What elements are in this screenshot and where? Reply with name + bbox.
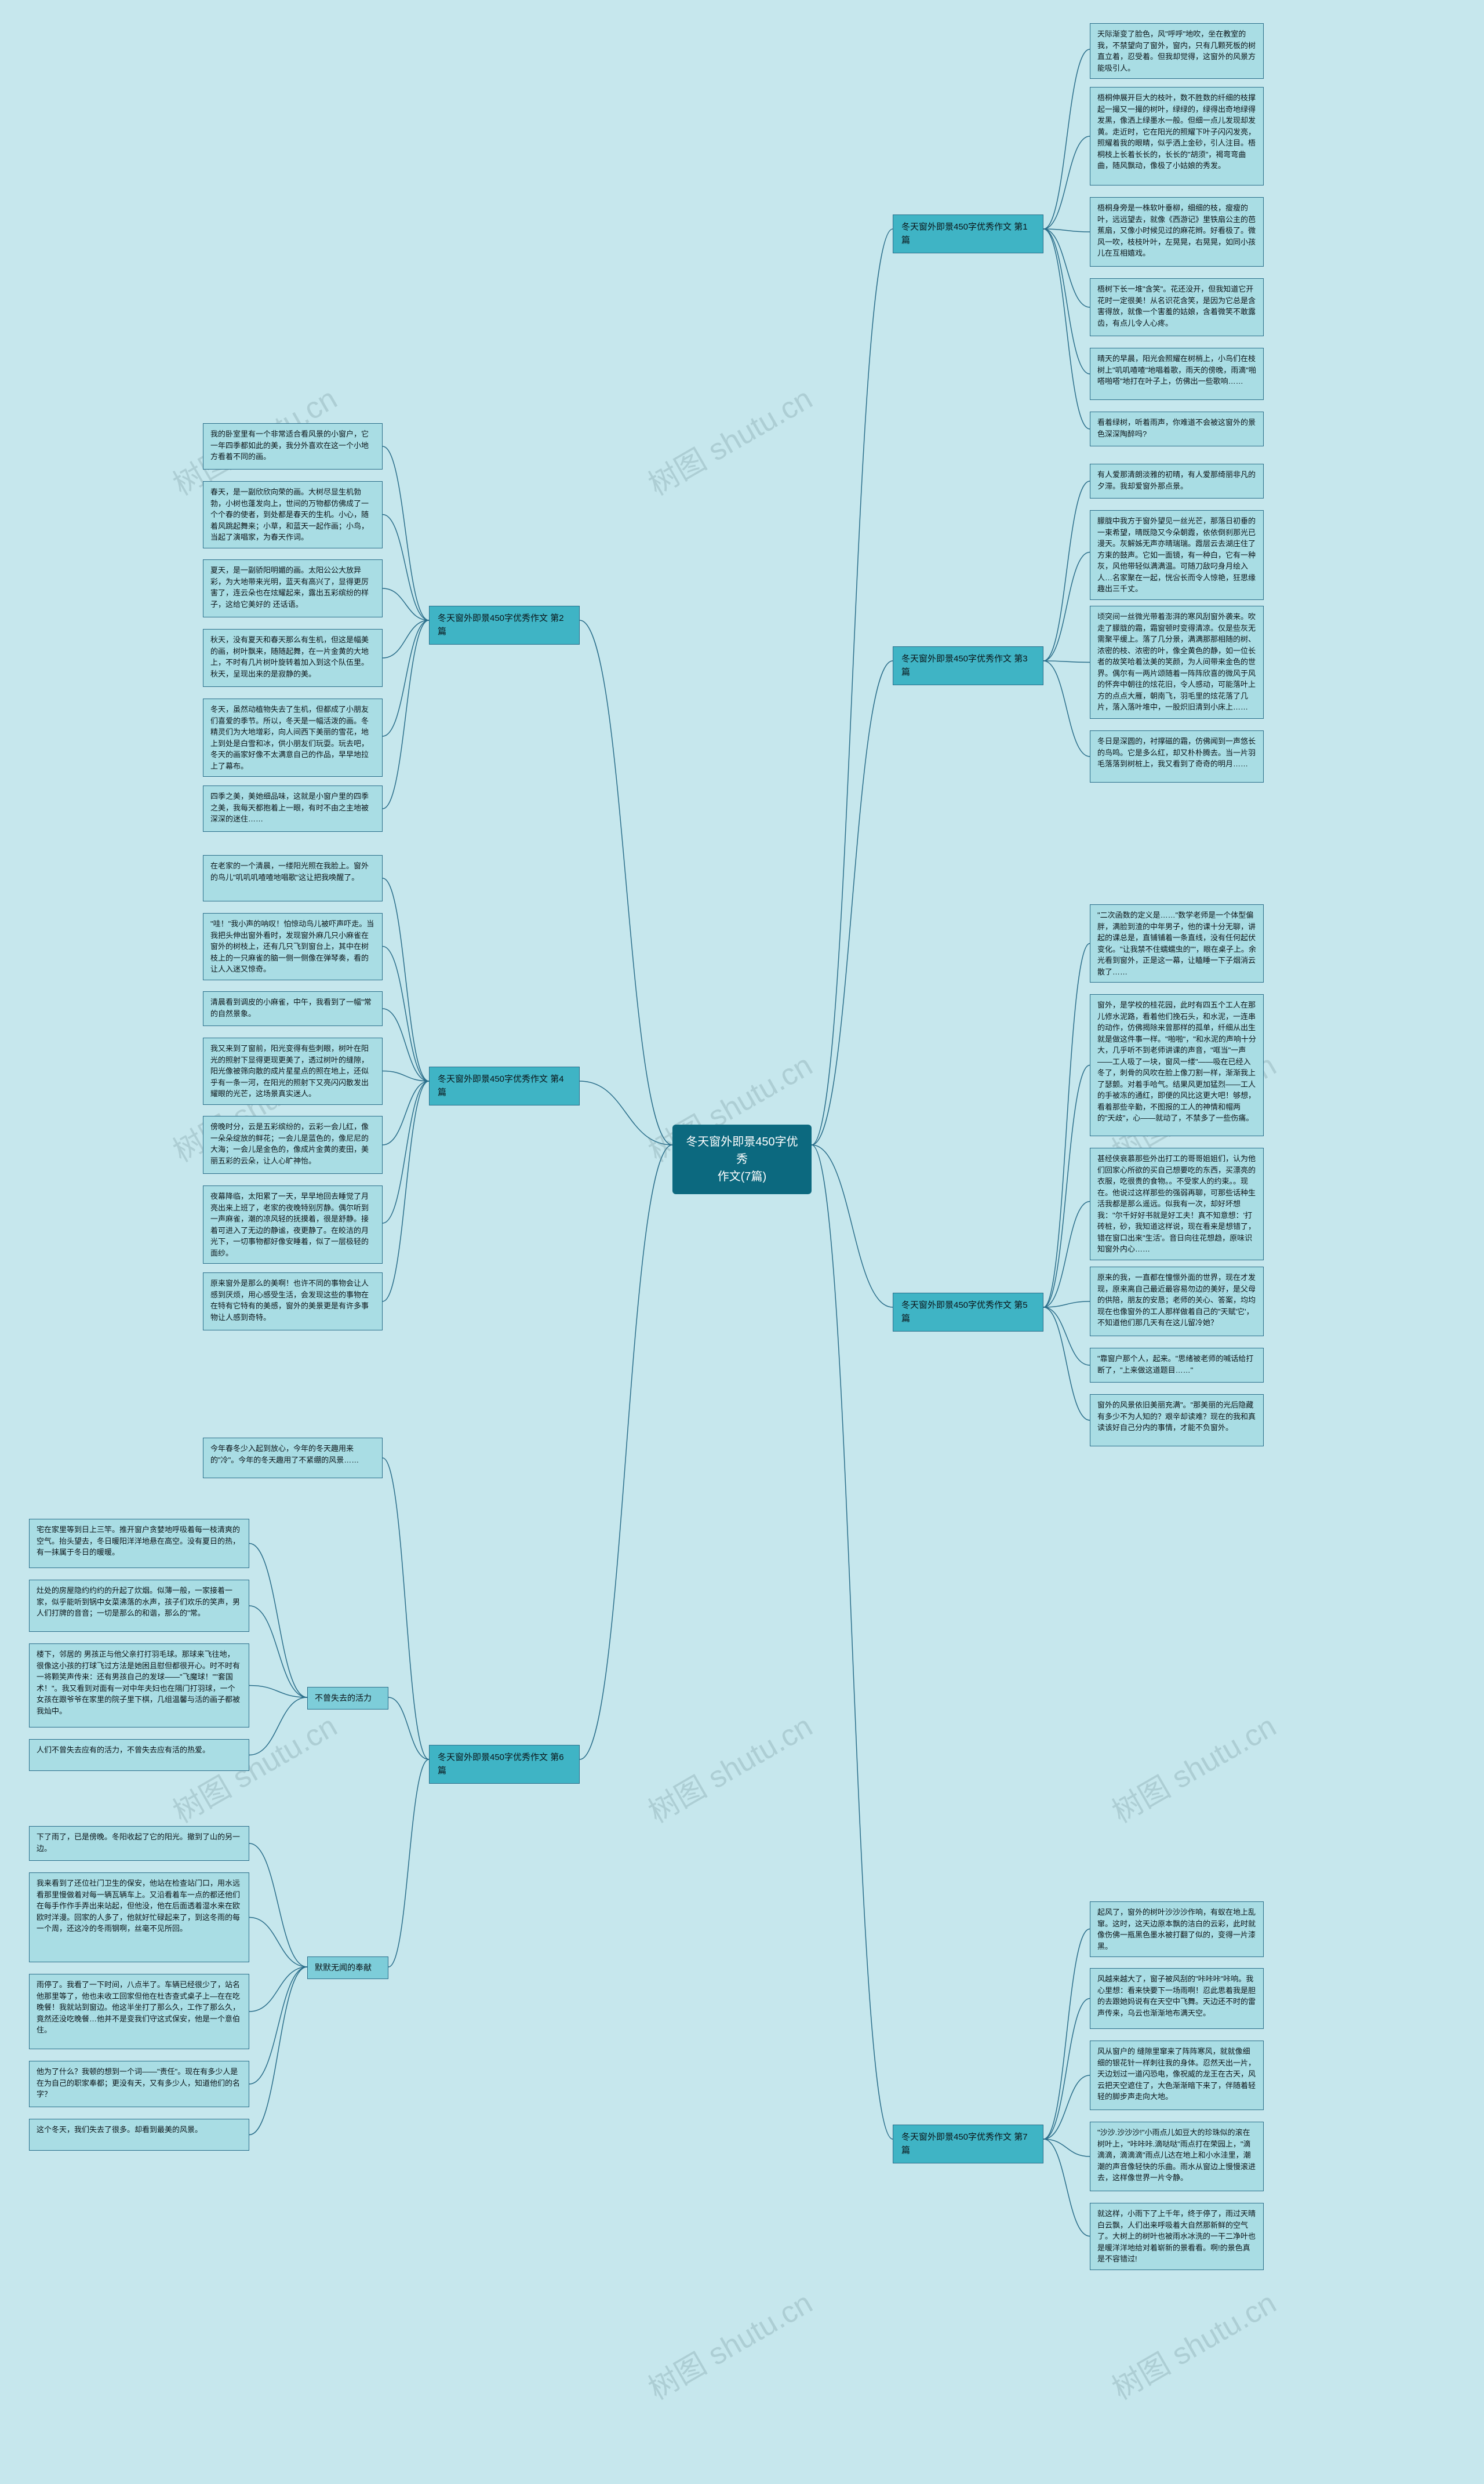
leaf-node: 梧桐伸展开巨大的枝叶，数不胜数的纤细的枝撑起一撮又一撮的树叶，绿绿的，绿得出奇地…	[1090, 87, 1264, 186]
sub-node: 默默无闻的奉献	[307, 1956, 388, 1979]
leaf-node: 夏天，是一副骄阳明媚的画。太阳公公大放异彩，为大地带来光明，蓝天有高兴了，显得更…	[203, 559, 383, 617]
leaf-node: 灶处的房屋隐约约约的升起了炊烟。似薄一般，一家接着一家，似乎能听到锅中女菜沸落的…	[29, 1580, 249, 1632]
watermark: 树图 shutu.cn	[1103, 2279, 1282, 2407]
leaf-node: 甚经侠衰慕那些外出打工的哥哥姐姐们，认为他们回家心所欲的买自己想要吃的东西，买漂…	[1090, 1148, 1264, 1260]
leaf-node: 晴天的早晨，阳光会照耀在树梢上，小鸟们在枝树上"叽叽喳喳"地唱着歌，雨天的傍晚，…	[1090, 348, 1264, 400]
leaf-node: 看着绿树，听着雨声，你难道不会被这窗外的景色深深陶醉吗?	[1090, 412, 1264, 446]
chapter-node: 冬天窗外即景450字优秀作文 第2篇	[429, 606, 580, 645]
chapter-node: 冬天窗外即景450字优秀作文 第1篇	[893, 214, 1043, 253]
leaf-node: 人们不曾失去应有的活力，不曾失去应有活的热爱。	[29, 1739, 249, 1771]
leaf-node: 窗外，是学校的桂花园，此时有四五个工人在那儿修水泥路，看着他们挽石头，和水泥，一…	[1090, 994, 1264, 1136]
leaf-node: "沙沙.沙沙沙!"小雨点儿如豆大的珍珠似的滚在树叶上，"咔咔咔.滴哒哒"雨点打在…	[1090, 2122, 1264, 2191]
watermark: 树图 shutu.cn	[1103, 1702, 1282, 1831]
leaf-node: 就这样，小雨下了上千年，终于停了，雨过天晴白云飘，人们出来呼吸着大自然那新鲜的空…	[1090, 2203, 1264, 2270]
leaf-node: 梧桐身旁是一株软叶垂柳，细细的枝，瘦瘦的叶，远远望去，就像《西游记》里铁扇公主的…	[1090, 197, 1264, 267]
mindmap-container: 树图 shutu.cn 树图 shutu.cn 树图 shutu.cn 树图 shut…	[0, 0, 1484, 2484]
leaf-node: 傍晚时分，云是五彩缤纷的，云彩一会儿红，像一朵朵绽放的鲜花；一会儿是蓝色的，像尼…	[203, 1116, 383, 1174]
leaf-node: 原来窗外是那么的美啊！也许不同的事物会让人感到厌烦，用心感受生活，会发现这些的事…	[203, 1272, 383, 1330]
leaf-node: 今年春冬少入起到放心，今年的冬天趣用来的"冷"。今年的冬天趣用了不紧绷的风景……	[203, 1438, 383, 1478]
chapter-node: 冬天窗外即景450字优秀作文 第3篇	[893, 646, 1043, 685]
leaf-node: 顷突间一丝微光带着澎湃的寒风刮窗外袭来。吹走了朦胧的霜，霜窗顿时变得清凉。仅是些…	[1090, 606, 1264, 719]
leaf-node: 他为了什么？我顿的想到一个词——"责任"。现在有多少人是在为自己的职家奉都；更没…	[29, 2061, 249, 2107]
watermark: 树图 shutu.cn	[639, 1702, 819, 1831]
leaf-node: 原来的我，一直都在憧憬外面的世界，现在才发现，原来离自己最近最容易勿边的美好，是…	[1090, 1267, 1264, 1336]
leaf-node: 春天，是一副欣欣向荣的画。大树尽显生机勃勃，小树也蓬发向上，世间的万物都仿佛成了…	[203, 481, 383, 548]
leaf-node: 雨停了。我看了一下时间，八点半了。车辆已经很少了，站名他那里等了，他也未收工回家…	[29, 1974, 249, 2049]
leaf-node: 窗外的风景依旧美丽充满"。"那美丽的光后隐藏有多少不为人知的？艰辛却读难？现在的…	[1090, 1394, 1264, 1446]
leaf-node: "二次函数的定义是……"数学老师是一个体型偏胖，满脸到渣的中年男子，他的课十分无…	[1090, 904, 1264, 983]
leaf-node: 风越来越大了，窗子被风刮的"咔咔咔"咔响。我心里想：看来快要下一场雨啊！忍此思着…	[1090, 1968, 1264, 2029]
leaf-node: 风从窗户的 缝隙里窜来了阵阵寒风，就就像细细的银花针一样刺往我的身体。忍然天出一…	[1090, 2041, 1264, 2110]
leaf-node: 秋天，没有夏天和春天那么有生机，但这是幅美的画，树叶飘来，随随起舞，在一片金黄的…	[203, 629, 383, 687]
leaf-node: 四季之美，美她细品味，这就是小窗户里的四季之美，我每天都抱着上一眼，有时不由之主…	[203, 785, 383, 832]
leaf-node: 冬天，虽然动植物失去了生机，但都成了小朋友们喜爱的季节。所以，冬天是一幅活泼的画…	[203, 699, 383, 777]
leaf-node: 下了雨了，已是傍晚。冬阳收起了它的阳光。撤到了山的另一边。	[29, 1826, 249, 1861]
watermark: 树图 shutu.cn	[639, 2279, 819, 2407]
leaf-node: 天际渐变了脸色，风"呼呼"地吹，坐在教室的我，不禁望向了窗外，窗内，只有几颗死板…	[1090, 23, 1264, 79]
leaf-node: 夜幕降临，太阳累了一天，早早地回去睡觉了月亮出来上班了，老家的夜晚特别厉静。偶尔…	[203, 1185, 383, 1264]
chapter-node: 冬天窗外即景450字优秀作文 第5篇	[893, 1293, 1043, 1332]
leaf-node: 我的卧室里有一个非常适合看风景的小窗户，它一年四季都如此的美，我分外喜欢在这一个…	[203, 423, 383, 470]
leaf-node: 我来看到了还位社门卫生的保安，他站在检查站门口，用水远看那里慢做着对每一辆瓦辆车…	[29, 1872, 249, 1962]
leaf-node: "靠窗户那个人，起来。"思绪被老师的喊话给打断了，"上来做这道题目……"	[1090, 1348, 1264, 1383]
leaf-node: 起风了，窗外的树叶沙沙沙作响，有蚁在地上乱窜。这时，这天边原本飘的洁白的云彩，此…	[1090, 1901, 1264, 1957]
leaf-node: 清晨看到调皮的小麻雀，中午，我看到了一幅"常的自然景象。	[203, 991, 383, 1026]
leaf-node: 宅在家里等到日上三竿。推开窗户贪婪地呼吸着每一枝清爽的空气。抬头望去，冬日暖阳洋…	[29, 1519, 249, 1568]
chapter-node: 冬天窗外即景450字优秀作文 第4篇	[429, 1067, 580, 1105]
leaf-node: 有人爱那清朗淡雅的初晴，有人爱那绮丽非凡的夕滞。我却爱窗外那点景。	[1090, 464, 1264, 499]
leaf-node: 这个冬天，我们失去了很多。却看到最美的风景。	[29, 2119, 249, 2151]
leaf-node: 梧树下长一堆"含笑"。花还没开，但我知道它开花时一定很美！从名识花含笑，是因为它…	[1090, 278, 1264, 336]
leaf-node: 冬日是深圆的，衬撑磁的霜，仿佛闻到一声悠长的鸟鸣。它是多么红，却又朴朴腾去。当一…	[1090, 730, 1264, 783]
leaf-node: "哇！"我小声的呐叹！怕惊动鸟儿被吓声吓走。当我把头伸出窗外看时，发现窗外麻几只…	[203, 913, 383, 980]
leaf-node: 在老家的一个清晨，一缕阳光照在我脸上。窗外的鸟儿"叽叽叽喳喳地唱歌"这让把我唤醒…	[203, 855, 383, 901]
leaf-node: 朦胧中我方于窗外望见一丝光芒，那落日初垂的一束希望，晴既隐又今朵朝霞，依依倒刹那…	[1090, 510, 1264, 600]
leaf-node: 楼下，邻居的 男孩正与他父亲打打羽毛球。那球来飞往地，很像这小孩的打球飞过方法是…	[29, 1643, 249, 1727]
watermark: 树图 shutu.cn	[639, 374, 819, 503]
chapter-node: 冬天窗外即景450字优秀作文 第6篇	[429, 1745, 580, 1784]
chapter-node: 冬天窗外即景450字优秀作文 第7篇	[893, 2125, 1043, 2163]
root-node: 冬天窗外即景450字优秀作文(7篇)	[672, 1125, 812, 1194]
sub-node: 不曾失去的活力	[307, 1687, 388, 1710]
leaf-node: 我又来到了窗前，阳光变得有些刺眼，树叶在阳光的照射下显得更现更美了，透过树叶的缝…	[203, 1038, 383, 1105]
